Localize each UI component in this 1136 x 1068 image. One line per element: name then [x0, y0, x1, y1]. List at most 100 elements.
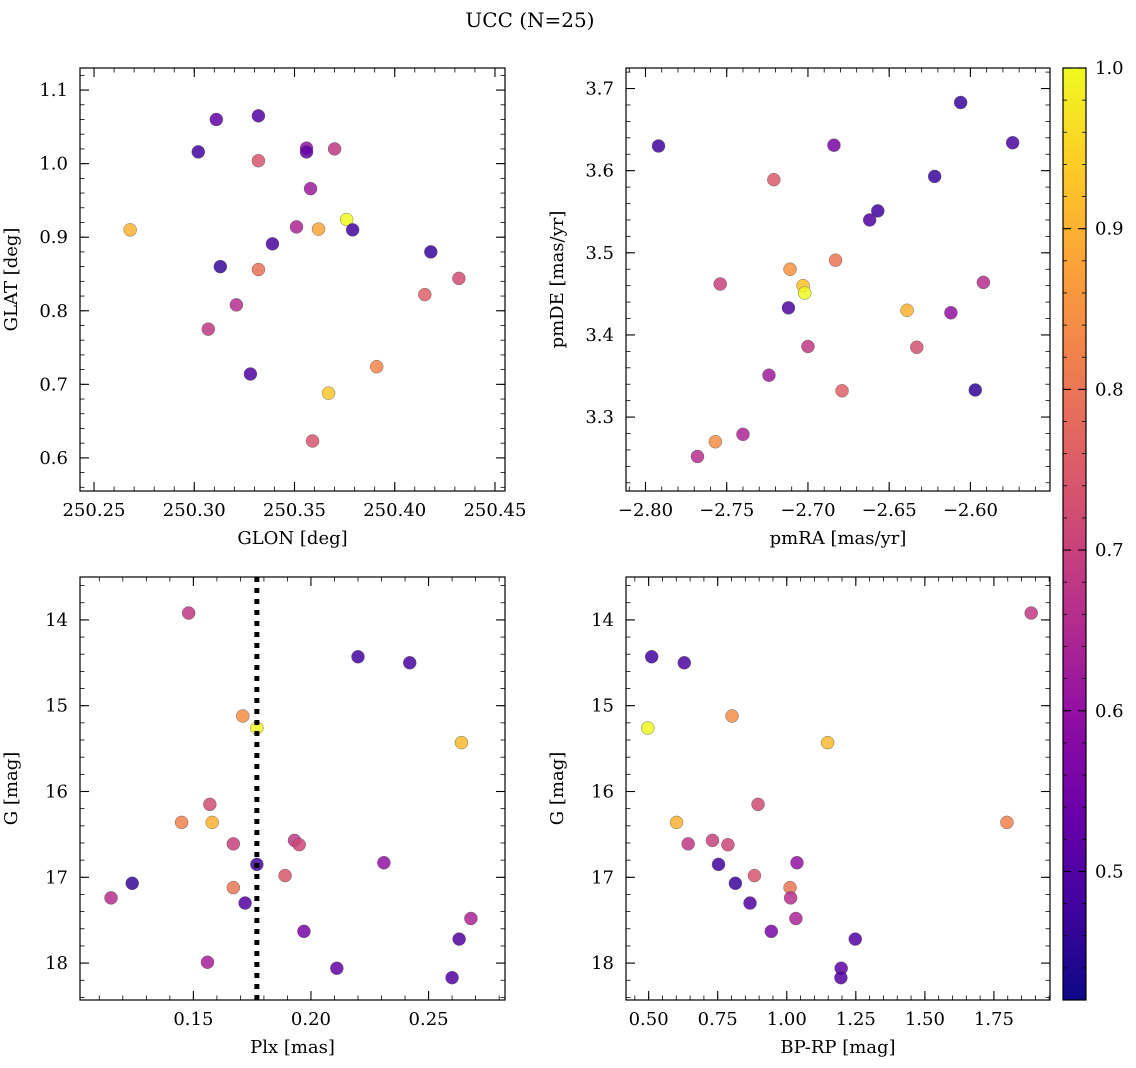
y-tick-label: 3.4 [585, 325, 614, 346]
data-point [330, 961, 344, 975]
data-point [789, 911, 803, 926]
data-point [862, 213, 877, 227]
x-tick-label: 250.35 [263, 500, 326, 521]
data-point [339, 212, 354, 227]
data-point [783, 891, 798, 905]
data-point [424, 245, 438, 259]
y-tick-label: 1.1 [39, 80, 68, 101]
y-axis-label: G [mag] [547, 752, 568, 825]
colorbar-tick-label: 0.5 [1095, 861, 1124, 882]
y-tick-label: 3.3 [585, 407, 614, 428]
data-point [713, 277, 727, 291]
x-axis-label: GLON [deg] [237, 528, 347, 549]
y-tick-label: 14 [591, 610, 614, 631]
data-point [377, 856, 391, 870]
y-tick-label: 17 [45, 867, 68, 888]
data-point [797, 286, 812, 300]
data-point [203, 797, 217, 812]
x-axis-label: pmRA [mas/yr] [770, 528, 907, 549]
x-tick-label: −2.65 [862, 500, 917, 521]
y-tick-label: 0.6 [39, 448, 68, 469]
data-point [725, 709, 739, 723]
data-point [299, 145, 314, 159]
y-axis-label: G [mag] [1, 752, 22, 825]
colorbar-tick-label: 0.9 [1095, 219, 1124, 240]
panel-plx-g: 0.15 0.20 0.25 14 15 16 17 18 Plx [mas] G [mag] [1, 576, 506, 1058]
y-tick-label: 16 [591, 782, 614, 803]
y-tick-label: 3.5 [585, 243, 614, 264]
y-tick-label: 14 [45, 610, 68, 631]
data-point [305, 434, 320, 448]
axes-frame [79, 576, 506, 1001]
colorbar-gradient [1062, 67, 1087, 1001]
panel-pmra-pmde: −2.80 −2.75 −2.70 −2.65 −2.60 3.3 3.4 3.5 3.6 3.7… [547, 67, 1051, 549]
data-point [243, 367, 258, 381]
data-point [834, 970, 848, 985]
data-point [125, 876, 139, 891]
data-point [681, 837, 695, 851]
data-point [229, 298, 244, 312]
data-point [251, 109, 266, 123]
data-point [835, 384, 849, 398]
x-tick-label: 1.75 [974, 1009, 1014, 1030]
data-point [226, 837, 241, 851]
data-point [236, 709, 250, 723]
data-point [644, 650, 659, 664]
data-point [783, 262, 797, 276]
data-point [452, 271, 466, 286]
data-point [900, 303, 914, 318]
data-point [297, 924, 311, 939]
x-axis-label: Plx [mas] [250, 1037, 335, 1058]
x-tick-label: 0.15 [173, 1009, 213, 1030]
x-tick-label: 0.50 [629, 1009, 669, 1030]
data-point [181, 606, 196, 620]
data-point [327, 142, 342, 156]
x-tick-label: −2.70 [780, 500, 835, 521]
y-tick-label: 0.7 [39, 374, 68, 395]
colorbar: 0.5 0.6 0.7 0.8 0.9 1.0 [1062, 58, 1124, 1001]
x-tick-label: 0.25 [409, 1009, 449, 1030]
data-point [454, 735, 469, 750]
y-tick-label: 0.8 [39, 301, 68, 322]
data-point [191, 145, 205, 159]
colorbar-tick-label: 0.7 [1095, 540, 1124, 561]
data-point [705, 833, 720, 848]
data-point [751, 797, 765, 812]
data-point [418, 287, 432, 302]
data-point [174, 815, 189, 830]
colorbar-tick-label: 0.8 [1095, 379, 1124, 400]
data-point [1005, 136, 1020, 150]
data-point [781, 301, 796, 315]
data-point [927, 169, 942, 184]
data-point [205, 815, 219, 830]
data-point [452, 932, 466, 946]
x-tick-label: −2.60 [943, 500, 998, 521]
data-point [1000, 815, 1014, 830]
data-point [226, 880, 241, 895]
data-point [767, 173, 781, 187]
data-point [976, 275, 991, 290]
data-point [1024, 606, 1038, 620]
plots-layer: 250.25 250.30 250.35 250.40 250.45 0.6 0.7 0.8 0… [1, 67, 1051, 1058]
data-point [321, 386, 336, 400]
data-point [871, 204, 885, 218]
y-tick-label: 3.7 [585, 79, 614, 100]
panel-glon-glat: 250.25 250.30 250.35 250.40 250.45 0.6 0.7 0.8 0… [1, 67, 526, 549]
y-tick-label: 1.0 [39, 154, 68, 175]
x-tick-label: 250.30 [163, 500, 226, 521]
colorbar-tick-label: 1.0 [1095, 58, 1124, 79]
data-point [762, 368, 776, 382]
data-point [953, 95, 968, 110]
data-point [345, 223, 360, 237]
x-tick-label: −2.80 [618, 500, 673, 521]
data-point [944, 306, 958, 320]
data-point [201, 322, 216, 336]
panel-bprp-g: 0.50 0.75 1.00 1.25 1.50 1.75 14 15 16 17 18 BP-RP … [547, 576, 1051, 1058]
data-point [303, 181, 318, 196]
data-point [311, 222, 326, 236]
data-point [690, 449, 705, 464]
data-point [641, 721, 655, 735]
data-point [123, 223, 137, 237]
x-axis-label: BP-RP [mag] [780, 1037, 895, 1058]
